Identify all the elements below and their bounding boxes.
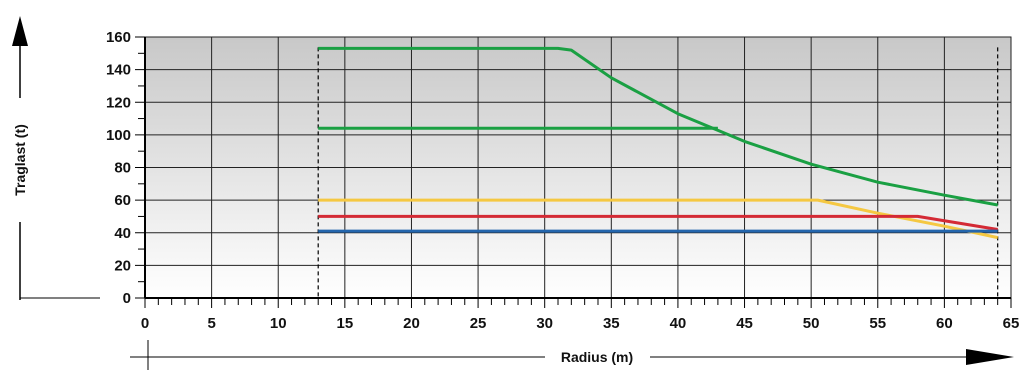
x-axis-arrow-head bbox=[966, 349, 1014, 365]
x-tick-label: 25 bbox=[470, 315, 487, 332]
x-tick-labels: 0 5 10 15 20 25 30 35 40 45 50 55 60 65 bbox=[141, 315, 1020, 332]
y-tick-label: 60 bbox=[114, 192, 131, 209]
y-tick-labels: 0 20 40 60 80 100 120 140 160 bbox=[106, 29, 131, 307]
x-tick-label: 45 bbox=[736, 315, 753, 332]
axes bbox=[135, 36, 1012, 308]
x-tick-label: 40 bbox=[670, 315, 687, 332]
x-axis-title: Radius (m) bbox=[561, 349, 633, 365]
x-tick-label: 20 bbox=[403, 315, 420, 332]
y-tick-label: 160 bbox=[106, 29, 131, 46]
y-tick-label: 0 bbox=[123, 290, 131, 307]
y-tick-label: 120 bbox=[106, 94, 131, 111]
series-line bbox=[318, 214, 998, 231]
x-axis-title-group: Radius (m) bbox=[130, 340, 1014, 370]
x-tick-label: 60 bbox=[936, 315, 953, 332]
y-tick-label: 80 bbox=[114, 160, 131, 177]
y-tick-label: 100 bbox=[106, 127, 131, 144]
x-tick-label: 5 bbox=[207, 315, 215, 332]
y-axis-title: Traglast (t) bbox=[12, 124, 28, 196]
x-tick-label: 30 bbox=[536, 315, 553, 332]
x-tick-label: 0 bbox=[141, 315, 149, 332]
x-tick-label: 10 bbox=[270, 315, 287, 332]
x-tick-label: 55 bbox=[869, 315, 886, 332]
series-group bbox=[318, 46, 999, 240]
y-tick-label: 20 bbox=[114, 257, 131, 274]
y-tick-label: 40 bbox=[114, 225, 131, 242]
x-tick-label: 50 bbox=[803, 315, 820, 332]
y-tick-label: 140 bbox=[106, 62, 131, 79]
x-tick-label: 15 bbox=[337, 315, 354, 332]
x-tick-label: 35 bbox=[603, 315, 620, 332]
y-axis-arrow-head bbox=[12, 16, 28, 46]
y-axis-title-group: Traglast (t) bbox=[12, 16, 100, 300]
grid bbox=[144, 36, 1012, 299]
x-tick-label: 65 bbox=[1003, 315, 1020, 332]
